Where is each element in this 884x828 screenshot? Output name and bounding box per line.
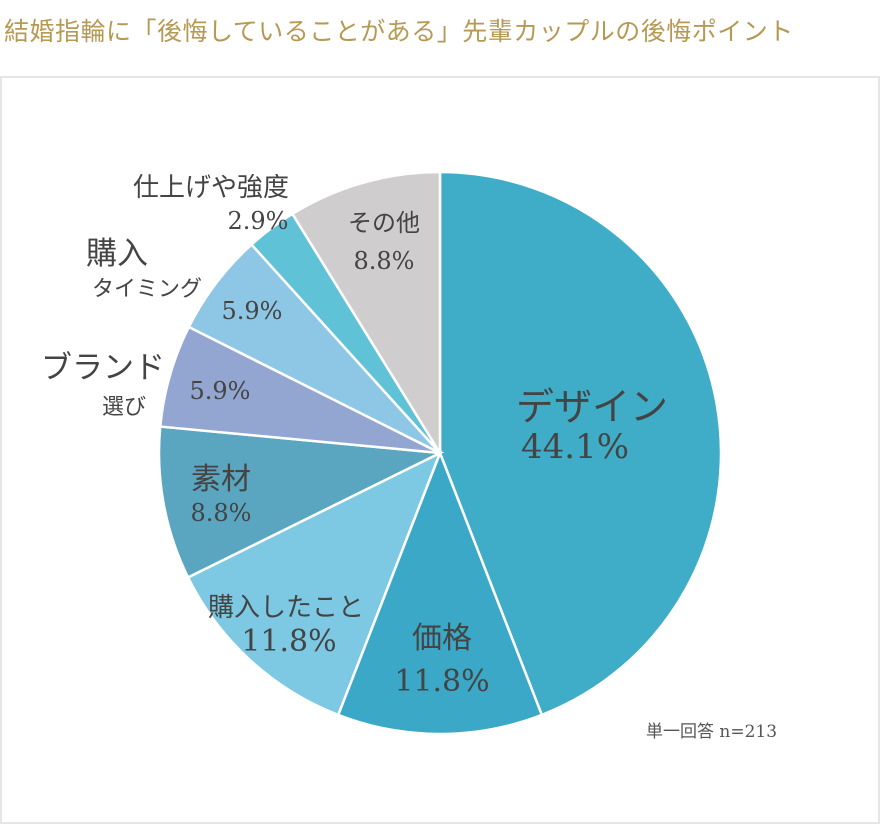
pie-slice-8 [290, 170, 442, 458]
slice-value-8: 8.8% [354, 247, 415, 275]
slice-value-1: 44.1% [521, 427, 629, 467]
slice-label-5-line-2: 選び [102, 395, 146, 420]
pie-slice-1 [438, 170, 723, 717]
slice-value-2: 11.8% [394, 664, 489, 699]
slice-label-7-line-1: 仕上げや強度 [133, 173, 289, 203]
pie-slice-3 [186, 450, 443, 717]
slice-value-5: 5.9% [190, 377, 251, 405]
slice-label-6-line-2: タイミング [92, 277, 202, 302]
pie-slice-2 [336, 449, 544, 736]
pie-slice-4 [157, 425, 445, 580]
slice-label-1: デザイン [516, 385, 668, 429]
slice-label-4: 素材 [191, 462, 251, 497]
slice-value-3: 11.8% [241, 624, 336, 659]
sample-note: 単一回答 n=213 [646, 722, 778, 742]
slice-value-4: 8.8% [191, 499, 252, 527]
slice-label-2: 価格 [412, 621, 472, 656]
slice-label-3: 購入したこと [208, 593, 364, 623]
slice-label-6-line-1: 購入 [86, 236, 148, 272]
slice-label-5-line-1: ブランド [41, 350, 165, 386]
slice-value-6: 5.9% [222, 297, 283, 325]
slice-value-7: 2.9% [228, 207, 289, 235]
chart-title: 結婚指輪に「後悔していることがある」先輩カップルの後悔ポイント [4, 17, 794, 46]
slice-label-8: その他 [348, 209, 420, 237]
